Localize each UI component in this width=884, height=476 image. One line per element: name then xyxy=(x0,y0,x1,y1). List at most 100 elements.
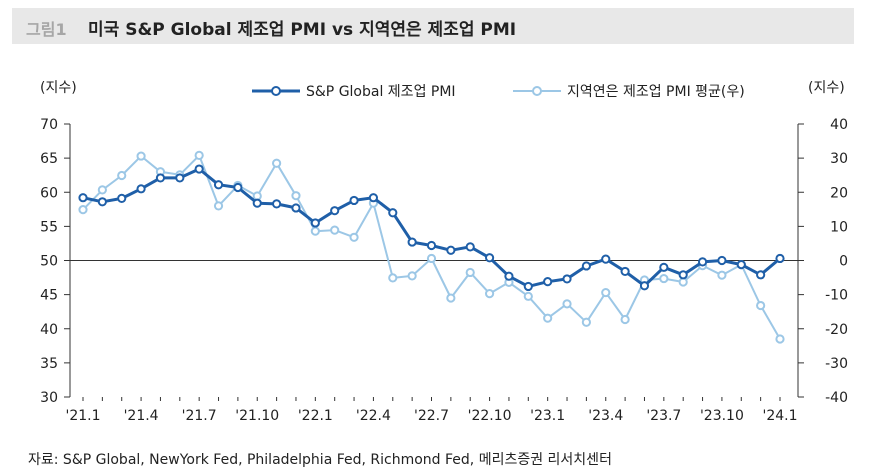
x-tick-label: '23.4 xyxy=(588,408,623,424)
regional-fed-pmi-point xyxy=(213,201,224,211)
sp-global-pmi-point xyxy=(601,254,611,264)
x-tick-label: '22.4 xyxy=(356,408,391,424)
sp-global-pmi-point xyxy=(291,203,301,213)
sp-global-pmi-point xyxy=(349,195,359,206)
regional-fed-pmi-point xyxy=(426,253,437,264)
figure-number: 그림1 xyxy=(26,20,67,39)
sp-global-pmi-point xyxy=(543,277,553,287)
sp-global-pmi-point xyxy=(233,182,243,193)
left-tick-label: 35 xyxy=(40,356,58,372)
regional-fed-pmi-point xyxy=(97,185,107,195)
sp-global-pmi-point xyxy=(175,173,185,183)
sp-global-pmi-point xyxy=(465,242,475,252)
right-axis-ticks: -40 -30 -20 -10 0 10 20 30 40 xyxy=(798,117,848,406)
right-tick-label: -40 xyxy=(825,390,848,406)
sp-global-pmi-point xyxy=(756,270,766,280)
regional-fed-pmi-point xyxy=(194,150,204,160)
series-sp-global-pmi xyxy=(78,164,785,292)
x-tick-label: '21.1 xyxy=(65,408,100,424)
left-tick-label: 30 xyxy=(40,390,58,406)
sp-global-pmi-point xyxy=(136,184,146,194)
left-tick-label: 50 xyxy=(40,254,58,270)
regional-fed-pmi-point xyxy=(272,158,282,168)
right-tick-label: -30 xyxy=(825,356,848,372)
sp-global-pmi-point xyxy=(194,164,204,174)
sp-global-pmi-point xyxy=(717,255,727,266)
chart-title: 미국 S&P Global 제조업 PMI vs 지역연은 제조업 PMI xyxy=(88,20,517,40)
sp-global-pmi-point xyxy=(697,257,708,267)
sp-global-pmi-point xyxy=(97,197,107,207)
regional-fed-pmi-point xyxy=(446,293,456,303)
sp-global-pmi-point xyxy=(426,240,437,251)
sp-global-pmi-point xyxy=(659,262,669,272)
x-tick-label: '22.7 xyxy=(414,408,449,424)
left-tick-label: 40 xyxy=(40,322,58,338)
regional-fed-pmi-point xyxy=(659,273,669,284)
right-axis-label: (지수) xyxy=(808,80,845,96)
sp-global-pmi-point xyxy=(407,237,417,247)
regional-fed-pmi-point xyxy=(562,299,572,309)
x-tick-label: '21.4 xyxy=(124,408,159,424)
sp-global-pmi-point xyxy=(330,206,340,216)
regional-fed-pmi-point xyxy=(291,191,301,201)
regional-fed-pmi-point xyxy=(136,151,146,161)
regional-fed-pmi-point xyxy=(601,287,611,298)
x-tick-label: '24.1 xyxy=(762,408,797,424)
regional-fed-pmi-point xyxy=(388,273,398,283)
regional-fed-pmi-point xyxy=(407,271,417,281)
right-tick-label: 40 xyxy=(830,117,848,133)
regional-fed-pmi-point xyxy=(581,317,591,327)
sp-global-pmi-point xyxy=(446,245,456,255)
regional-fed-pmi-point xyxy=(678,277,688,287)
right-tick-label: 30 xyxy=(830,151,848,167)
regional-fed-pmi-point xyxy=(543,313,553,323)
regional-fed-pmi-point xyxy=(349,232,359,242)
x-tick-label: '21.7 xyxy=(182,408,217,424)
legend-label-regional: 지역연은 제조업 PMI 평균(우) xyxy=(567,84,745,100)
x-tick-label: '22.10 xyxy=(468,408,512,424)
right-tick-label: -20 xyxy=(825,322,848,338)
sp-global-pmi-line xyxy=(82,167,781,288)
left-tick-label: 70 xyxy=(40,117,58,133)
right-tick-label: 20 xyxy=(830,185,848,201)
title-bar: 그림1 미국 S&P Global 제조업 PMI vs 지역연은 제조업 PM… xyxy=(12,8,854,44)
left-axis-ticks: 30 35 40 45 50 55 60 65 70 xyxy=(40,117,70,406)
sp-global-pmi-point xyxy=(581,261,591,271)
sp-global-pmi-point xyxy=(388,208,398,218)
legend: S&P Global 제조업 PMI 지역연은 제조업 PMI 평균(우) xyxy=(252,84,745,100)
regional-fed-pmi-point xyxy=(756,300,766,311)
sp-global-pmi-point xyxy=(310,218,320,228)
right-tick-label: 0 xyxy=(839,254,848,270)
sp-global-pmi-point xyxy=(523,281,533,292)
regional-fed-pmi-point xyxy=(465,267,475,278)
regional-fed-pmi-point xyxy=(330,225,340,235)
x-tick-label: '23.10 xyxy=(700,408,744,424)
x-tick-label: '23.7 xyxy=(646,408,681,424)
regional-fed-pmi-point xyxy=(78,205,88,215)
legend-marker-regional xyxy=(532,86,542,96)
sp-global-pmi-point xyxy=(78,193,88,203)
regional-fed-pmi-point xyxy=(310,226,320,236)
source-note: 자료: S&P Global, NewYork Fed, Philadelphi… xyxy=(28,452,612,468)
sp-global-pmi-point xyxy=(736,259,746,270)
regional-fed-pmi-point xyxy=(484,289,495,299)
regional-fed-pmi-point xyxy=(717,270,727,280)
sp-global-pmi-point xyxy=(639,281,650,291)
regional-fed-pmi-point xyxy=(620,314,630,325)
left-tick-label: 60 xyxy=(40,185,58,201)
legend-marker-pmi xyxy=(271,86,281,96)
left-tick-label: 45 xyxy=(40,288,58,304)
sp-global-pmi-point xyxy=(117,193,127,203)
sp-global-pmi-point xyxy=(678,270,688,280)
left-tick-label: 65 xyxy=(40,151,58,167)
sp-global-pmi-point xyxy=(504,271,514,281)
sp-global-pmi-point xyxy=(155,173,166,183)
x-tick-label: '22.1 xyxy=(298,408,333,424)
sp-global-pmi-point xyxy=(272,199,282,209)
legend-label-pmi: S&P Global 제조업 PMI xyxy=(306,84,456,100)
series-regional-fed-pmi xyxy=(78,150,785,344)
sp-global-pmi-point xyxy=(620,266,630,277)
x-tick-label: '21.10 xyxy=(235,408,279,424)
sp-global-pmi-point xyxy=(484,253,495,263)
